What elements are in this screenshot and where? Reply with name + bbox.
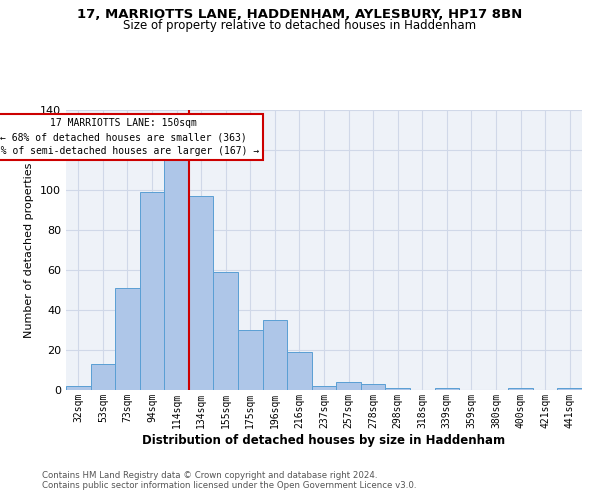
- Bar: [557, 388, 582, 390]
- Bar: [238, 330, 263, 390]
- Y-axis label: Number of detached properties: Number of detached properties: [25, 162, 34, 338]
- Bar: [336, 382, 361, 390]
- Bar: [508, 388, 533, 390]
- Bar: [189, 196, 214, 390]
- Text: Contains HM Land Registry data © Crown copyright and database right 2024.: Contains HM Land Registry data © Crown c…: [42, 471, 377, 480]
- Bar: [214, 272, 238, 390]
- Bar: [287, 352, 312, 390]
- Text: 17, MARRIOTTS LANE, HADDENHAM, AYLESBURY, HP17 8BN: 17, MARRIOTTS LANE, HADDENHAM, AYLESBURY…: [77, 8, 523, 20]
- Bar: [312, 386, 336, 390]
- Bar: [66, 386, 91, 390]
- Bar: [91, 364, 115, 390]
- X-axis label: Distribution of detached houses by size in Haddenham: Distribution of detached houses by size …: [142, 434, 506, 446]
- Bar: [361, 384, 385, 390]
- Text: Size of property relative to detached houses in Haddenham: Size of property relative to detached ho…: [124, 19, 476, 32]
- Bar: [263, 320, 287, 390]
- Bar: [385, 388, 410, 390]
- Text: 17 MARRIOTTS LANE: 150sqm
← 68% of detached houses are smaller (363)
32% of semi: 17 MARRIOTTS LANE: 150sqm ← 68% of detac…: [0, 118, 259, 156]
- Bar: [115, 288, 140, 390]
- Bar: [434, 388, 459, 390]
- Bar: [164, 158, 189, 390]
- Text: Contains public sector information licensed under the Open Government Licence v3: Contains public sector information licen…: [42, 481, 416, 490]
- Bar: [140, 192, 164, 390]
